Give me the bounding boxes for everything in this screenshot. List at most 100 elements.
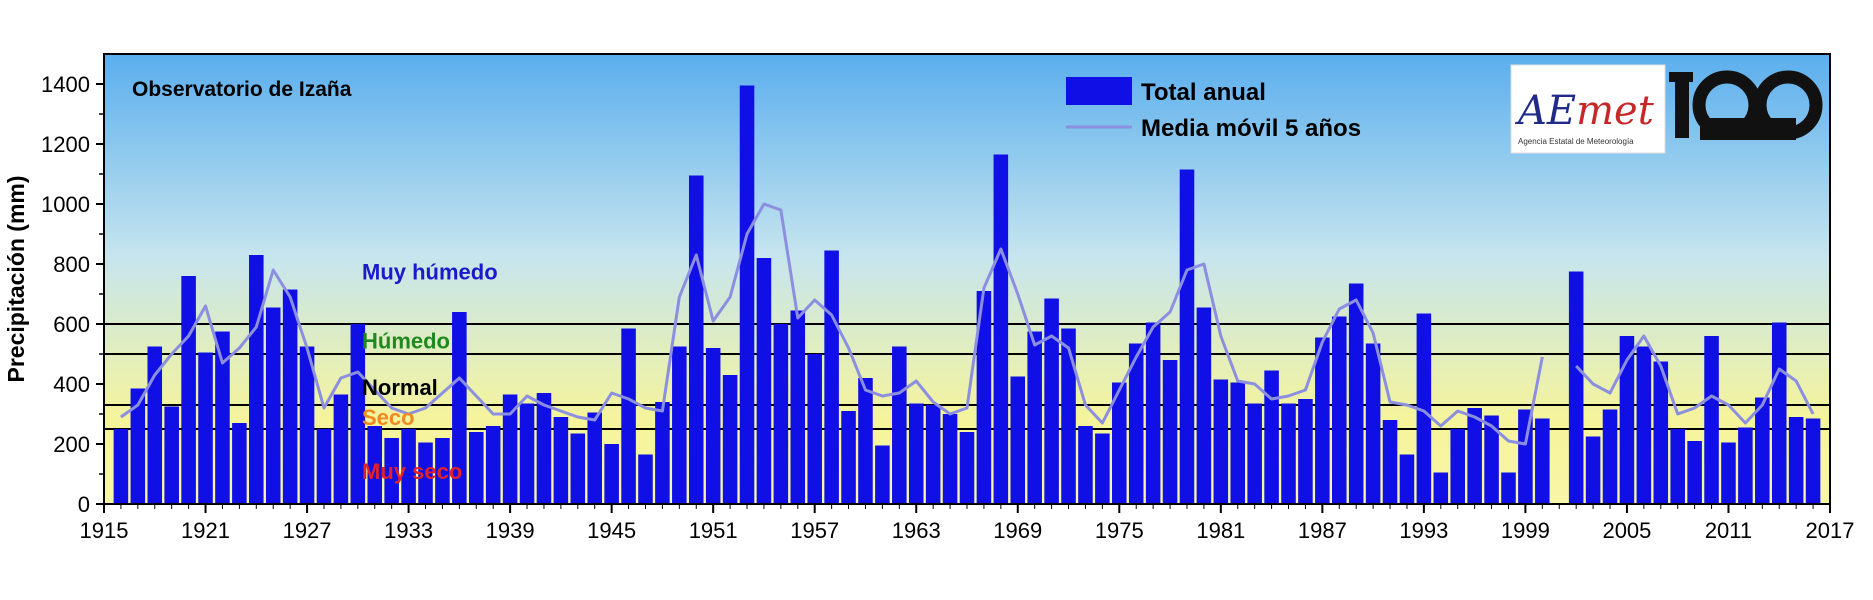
bar-1970: [1027, 331, 1042, 504]
bar-2008: [1670, 429, 1685, 504]
bar-1969: [1010, 376, 1026, 504]
bar-1983: [1247, 403, 1262, 504]
bar-2000: [1535, 418, 1550, 504]
bars-total-anual: [113, 85, 1821, 504]
category-label-2: Normal: [362, 375, 438, 400]
bar-1937: [468, 432, 484, 504]
moving-average-line-1: [1575, 334, 1815, 425]
category-label-1: Húmedo: [362, 329, 450, 354]
bar-1941: [536, 393, 552, 504]
y-tick-label-400: 400: [53, 372, 90, 397]
bar-1944: [587, 412, 603, 504]
category-label-3: Seco: [362, 405, 415, 430]
bar-1972: [1061, 328, 1076, 504]
bar-1952: [722, 375, 738, 504]
bar-1988: [1331, 316, 1347, 504]
bar-1978: [1162, 360, 1178, 504]
bar-1980: [1196, 307, 1212, 504]
x-tick-label-1933: 1933: [384, 518, 433, 543]
y-tick-label-800: 800: [53, 252, 90, 277]
x-tick-label-1975: 1975: [1095, 518, 1144, 543]
bar-1940: [519, 403, 535, 504]
x-tick-label-1939: 1939: [486, 518, 535, 543]
bar-1986: [1298, 399, 1313, 504]
bar-1948: [655, 402, 670, 504]
category-label-4: Muy seco: [362, 459, 462, 484]
bar-1996: [1467, 408, 1482, 504]
bar-1974: [1095, 433, 1110, 504]
bar-2014: [1771, 322, 1787, 504]
bar-1963: [908, 403, 924, 504]
bar-1987: [1315, 337, 1330, 504]
y-axis-title: Precipitación (mm): [3, 175, 29, 382]
category-label-0: Muy húmedo: [362, 260, 498, 285]
aemet-logo-met: met: [1576, 88, 1655, 134]
bar-1997: [1484, 415, 1499, 504]
bar-2004: [1602, 409, 1618, 504]
y-tick-label-0: 0: [78, 492, 90, 517]
moving-average-lines: [120, 202, 1815, 446]
svg-text:AEmet: AEmet: [1514, 88, 1655, 134]
bar-1956: [790, 310, 806, 504]
bar-1990: [1365, 343, 1381, 504]
bar-1995: [1450, 429, 1466, 504]
bar-1958: [824, 250, 839, 504]
bar-1964: [925, 405, 941, 504]
bar-1966: [959, 432, 975, 504]
bar-2011: [1721, 442, 1736, 504]
bar-1965: [942, 414, 958, 504]
bar-1998: [1501, 472, 1516, 504]
bar-1959: [841, 411, 856, 504]
bar-1955: [773, 324, 789, 504]
x-tick-label-2017: 2017: [1806, 518, 1855, 543]
bar-1918: [147, 346, 163, 504]
x-tick-label-1957: 1957: [790, 518, 839, 543]
chart-title: Observatorio de Izaña: [132, 78, 352, 101]
bar-2005: [1619, 336, 1635, 504]
bar-1957: [807, 354, 822, 504]
bar-1973: [1078, 426, 1093, 504]
bar-1960: [858, 378, 873, 504]
bar-1971: [1044, 298, 1059, 504]
bar-1989: [1348, 283, 1364, 504]
bar-2013: [1755, 397, 1770, 504]
bar-2007: [1653, 361, 1669, 504]
x-tick-label-1915: 1915: [80, 518, 129, 543]
bar-1976: [1128, 343, 1144, 504]
bar-1945: [604, 444, 619, 504]
y-tick-label-1200: 1200: [41, 132, 90, 157]
bar-1922: [215, 331, 230, 504]
aemet-logo-a: AE: [1514, 88, 1576, 134]
bar-1920: [181, 276, 196, 504]
x-tick-label-1945: 1945: [587, 518, 636, 543]
bar-1919: [164, 406, 179, 504]
bar-1921: [198, 352, 213, 504]
bar-1933: [401, 429, 416, 504]
x-tick-label-2005: 2005: [1602, 518, 1651, 543]
x-tick-label-1999: 1999: [1501, 518, 1550, 543]
legend: Total anual Media móvil 5 años: [1066, 77, 1361, 142]
bar-1961: [875, 445, 890, 504]
bar-1992: [1399, 454, 1415, 504]
x-tick-label-1921: 1921: [181, 518, 230, 543]
bar-1916: [113, 429, 129, 504]
bar-1943: [570, 433, 586, 504]
bar-1926: [282, 289, 298, 504]
bar-1931: [367, 426, 383, 504]
bar-1927: [299, 346, 315, 504]
bar-1979: [1179, 169, 1195, 504]
y-tick-label-200: 200: [53, 432, 90, 457]
bar-2006: [1636, 346, 1652, 504]
centenary-logo: [1669, 70, 1823, 140]
bar-1917: [130, 388, 146, 504]
bar-1950: [688, 175, 704, 504]
bar-2002: [1568, 271, 1584, 504]
bar-2016: [1805, 418, 1821, 504]
bar-1934: [418, 442, 433, 504]
bar-1935: [435, 438, 450, 504]
bar-1942: [553, 417, 569, 504]
bar-1936: [452, 312, 467, 504]
bar-1977: [1145, 322, 1161, 504]
legend-label-media-movil: Media móvil 5 años: [1141, 115, 1361, 142]
